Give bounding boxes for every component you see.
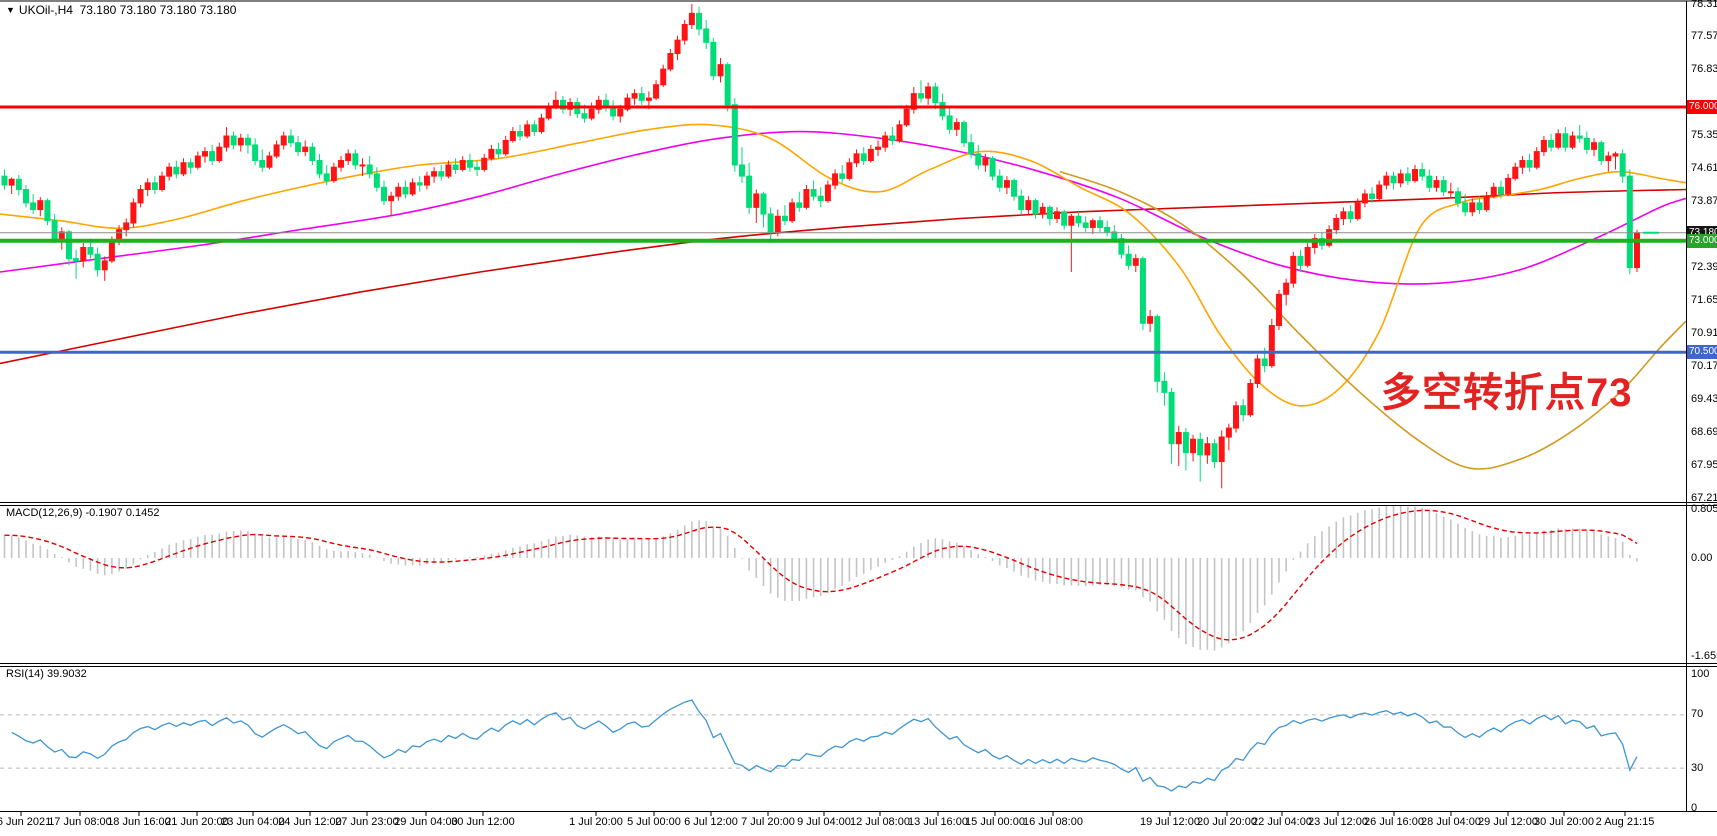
- time-tick-label: 28 Jul 04:00: [1421, 816, 1481, 828]
- price-tick: 67.950: [1691, 459, 1717, 472]
- time-tick-label: 26 Jul 16:00: [1364, 816, 1424, 828]
- macd-axis-tick: 0.00: [1691, 551, 1713, 564]
- time-tick-label: 21 Jun 20:00: [165, 816, 229, 828]
- price-tick: 73.870: [1691, 195, 1717, 208]
- time-tick-label: 23 Jun 04:00: [221, 816, 285, 828]
- time-tick-label: 18 Jun 16:00: [107, 816, 171, 828]
- rsi-axis-tick: 100: [1691, 668, 1710, 681]
- time-tick-label: 7 Jul 20:00: [741, 816, 795, 828]
- time-tick-label: 16 Jun 2021: [0, 816, 52, 828]
- collapse-arrow-icon[interactable]: ▼: [6, 5, 15, 15]
- time-tick-label: 16 Jul 08:00: [1023, 816, 1083, 828]
- price-tick: 74.610: [1691, 162, 1717, 175]
- ma_orange: [0, 123, 1686, 407]
- time-tick-label: 20 Jul 20:00: [1197, 816, 1257, 828]
- macd-axis-tick: -1.6556: [1691, 650, 1717, 663]
- horizontal-levels[interactable]: [0, 105, 1686, 354]
- rsi-axis-tick: 0: [1691, 801, 1698, 814]
- time-tick-label: 13 Jul 16:00: [908, 816, 968, 828]
- price-tick: 72.390: [1691, 261, 1717, 274]
- candlesticks: [1, 4, 1640, 489]
- ma_orange_slow: [1059, 170, 1686, 470]
- time-tick-label: 6 Jul 12:00: [684, 816, 738, 828]
- time-tick-label: 23 Jul 12:00: [1308, 816, 1368, 828]
- rsi-axis-tick: 30: [1691, 761, 1704, 774]
- macd-axis-tick: 0.805: [1691, 503, 1717, 516]
- rsi-indicator-label: RSI(14) 39.9032: [6, 668, 87, 680]
- time-tick-label: 24 Jun 12:00: [278, 816, 342, 828]
- macd-plot: [3, 506, 1638, 651]
- price-tick: 68.690: [1691, 426, 1717, 439]
- price-tag-76.000: 76.000: [1687, 100, 1717, 114]
- price-tag-73.000: 73.000: [1687, 233, 1717, 248]
- price-tick: 71.650: [1691, 294, 1717, 307]
- symbol-title[interactable]: ▼ UKOil-,H4 73.180 73.180 73.180 73.180: [6, 3, 236, 17]
- time-tick-label: 30 Jul 20:00: [1534, 816, 1594, 828]
- ma_magenta: [0, 130, 1686, 285]
- annotation-text: 多空转折点73: [1381, 371, 1633, 415]
- time-axis-ticks: [20, 811, 1626, 816]
- time-tick-label: 1 Jul 20:00: [569, 816, 623, 828]
- time-tick-label: 5 Jul 00:00: [627, 816, 681, 828]
- time-tick-label: 9 Jul 04:00: [797, 816, 851, 828]
- time-tick-label: 30 Jun 12:00: [451, 816, 515, 828]
- rsi-line: [11, 699, 1638, 792]
- ma_red: [0, 188, 1686, 365]
- price-tick: 67.210: [1691, 492, 1717, 505]
- time-tick-label: 29 Jul 12:00: [1478, 816, 1538, 828]
- price-tick: 69.430: [1691, 393, 1717, 406]
- time-tick-label: 22 Jul 04:00: [1252, 816, 1312, 828]
- price-tick: 76.830: [1691, 63, 1717, 76]
- price-tick: 77.570: [1691, 30, 1717, 43]
- time-tick-label: 15 Jul 00:00: [965, 816, 1025, 828]
- time-tick-label: 2 Aug 21:15: [1595, 816, 1655, 828]
- time-tick-label: 27 Jun 23:00: [335, 816, 399, 828]
- price-tick: 70.910: [1691, 327, 1717, 340]
- time-tick-label: 17 Jun 08:00: [48, 816, 112, 828]
- symbol-name: UKOil-,H4: [18, 3, 73, 17]
- price-tick: 70.170: [1691, 360, 1717, 373]
- macd-signal-line: [4, 509, 1638, 641]
- macd-indicator-label: MACD(12,26,9) -0.1907 0.1452: [6, 507, 160, 519]
- rsi-axis-tick: 70: [1691, 708, 1704, 721]
- time-tick-label: 19 Jul 12:00: [1140, 816, 1200, 828]
- ohlc-values: 73.180 73.180 73.180 73.180: [79, 3, 237, 17]
- moving-averages: [0, 123, 1686, 470]
- price-tick: 75.350: [1691, 129, 1717, 142]
- time-tick-label: 29 Jun 04:00: [394, 816, 458, 828]
- time-tick-label: 12 Jul 08:00: [850, 816, 910, 828]
- rsi-plot: [0, 699, 1686, 792]
- price-tick: 78.310: [1691, 0, 1717, 10]
- price-tag-70.500: 70.500: [1687, 345, 1717, 360]
